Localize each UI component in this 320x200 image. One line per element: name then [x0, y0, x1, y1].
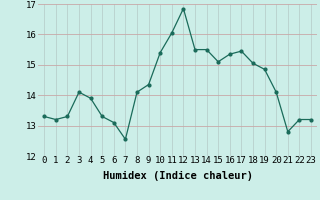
X-axis label: Humidex (Indice chaleur): Humidex (Indice chaleur) — [103, 171, 252, 181]
